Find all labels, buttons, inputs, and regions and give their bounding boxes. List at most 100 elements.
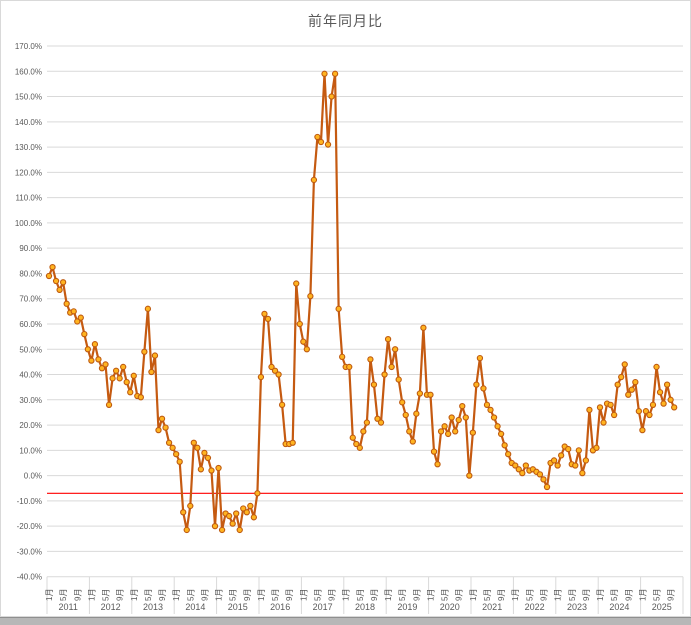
data-point-marker[interactable] <box>614 381 621 388</box>
data-point-marker[interactable] <box>271 367 279 374</box>
data-point-marker[interactable] <box>572 462 579 469</box>
data-point-marker[interactable] <box>275 371 282 378</box>
data-point-marker[interactable] <box>155 426 162 434</box>
data-point-marker[interactable] <box>254 490 261 497</box>
data-point-marker[interactable] <box>610 411 618 419</box>
data-point-marker[interactable] <box>632 378 639 386</box>
data-point-marker[interactable] <box>618 373 625 381</box>
data-point-marker[interactable] <box>505 450 512 458</box>
data-point-marker[interactable] <box>151 352 159 359</box>
data-point-marker[interactable] <box>264 315 272 323</box>
data-point-marker[interactable] <box>250 514 258 521</box>
data-point-marker[interactable] <box>321 70 328 77</box>
data-point-marker[interactable] <box>367 356 374 363</box>
data-point-marker[interactable] <box>579 469 586 477</box>
data-point-marker[interactable] <box>381 371 388 378</box>
data-point-marker[interactable] <box>105 401 113 409</box>
data-point-marker[interactable] <box>190 439 197 446</box>
data-point-marker[interactable] <box>102 361 109 368</box>
data-point-marker[interactable] <box>162 424 169 431</box>
data-point-marker[interactable] <box>363 419 371 426</box>
data-point-marker[interactable] <box>441 423 448 430</box>
chart-title[interactable]: 前年同月比 <box>308 13 383 29</box>
data-point-marker[interactable] <box>349 434 356 441</box>
data-point-marker[interactable] <box>233 510 240 517</box>
data-point-marker[interactable] <box>77 314 84 321</box>
data-point-marker[interactable] <box>515 466 522 473</box>
data-point-marker[interactable] <box>300 338 307 345</box>
data-point-marker[interactable] <box>158 415 166 422</box>
data-point-marker[interactable] <box>204 454 212 462</box>
data-point-marker[interactable] <box>558 452 565 459</box>
data-point-marker[interactable] <box>176 458 183 465</box>
data-point-marker[interactable] <box>370 381 378 388</box>
data-point-marker[interactable] <box>257 373 265 381</box>
data-point-marker[interactable] <box>314 133 321 141</box>
data-point-marker[interactable] <box>218 526 226 534</box>
data-point-marker[interactable] <box>278 401 286 409</box>
data-point-marker[interactable] <box>459 402 466 410</box>
data-point-marker[interactable] <box>480 385 487 392</box>
data-point-marker[interactable] <box>194 444 201 451</box>
data-point-marker[interactable] <box>490 414 498 421</box>
data-point-marker[interactable] <box>660 400 667 407</box>
data-point-marker[interactable] <box>120 363 127 371</box>
data-point-marker[interactable] <box>339 353 346 360</box>
data-point-marker[interactable] <box>247 502 254 510</box>
data-point-marker[interactable] <box>519 469 526 477</box>
data-point-marker[interactable] <box>565 445 572 453</box>
data-point-marker[interactable] <box>430 448 438 455</box>
data-point-marker[interactable] <box>522 462 529 469</box>
data-point-marker[interactable] <box>91 341 99 348</box>
data-point-marker[interactable] <box>268 363 275 371</box>
data-series-line[interactable] <box>47 72 676 532</box>
data-point-marker[interactable] <box>109 375 116 382</box>
data-point-marker[interactable] <box>173 450 180 458</box>
data-point-marker[interactable] <box>360 428 367 435</box>
data-point-marker[interactable] <box>49 263 56 271</box>
data-point-marker[interactable] <box>346 363 353 371</box>
data-point-marker[interactable] <box>296 320 303 328</box>
data-point-marker[interactable] <box>261 310 268 318</box>
data-point-marker[interactable] <box>473 381 480 388</box>
data-point-marker[interactable] <box>303 346 310 353</box>
data-point-marker[interactable] <box>455 416 462 424</box>
data-point-marker[interactable] <box>434 461 441 468</box>
data-point-marker[interactable] <box>444 430 452 438</box>
data-point-marker[interactable] <box>116 375 123 382</box>
data-point-marker[interactable] <box>130 372 137 379</box>
data-point-marker[interactable] <box>501 442 508 449</box>
data-point-marker[interactable] <box>59 279 67 286</box>
data-point-marker[interactable] <box>180 509 187 516</box>
data-point-marker[interactable] <box>663 381 671 388</box>
data-point-marker[interactable] <box>600 419 607 426</box>
data-point-marker[interactable] <box>127 389 134 396</box>
data-point-marker[interactable] <box>137 394 144 401</box>
data-point-marker[interactable] <box>388 363 395 371</box>
data-point-marker[interactable] <box>197 466 205 473</box>
data-point-marker[interactable] <box>406 428 413 435</box>
data-point-marker[interactable] <box>317 138 325 146</box>
data-point-marker[interactable] <box>328 93 335 100</box>
data-point-marker[interactable] <box>56 286 63 294</box>
data-point-marker[interactable] <box>95 356 102 363</box>
data-point-marker[interactable] <box>582 457 590 464</box>
data-point-marker[interactable] <box>607 401 614 409</box>
data-point-marker[interactable] <box>635 408 643 415</box>
data-point-marker[interactable] <box>596 404 604 411</box>
data-point-marker[interactable] <box>187 502 194 510</box>
data-point-marker[interactable] <box>427 391 434 398</box>
data-point-marker[interactable] <box>208 467 215 474</box>
data-point-marker[interactable] <box>512 462 519 469</box>
data-point-marker[interactable] <box>448 414 455 421</box>
data-point-marker[interactable] <box>183 526 190 534</box>
data-point-marker[interactable] <box>671 404 678 411</box>
data-point-marker[interactable] <box>399 399 406 406</box>
data-point-marker[interactable] <box>667 396 674 403</box>
data-point-marker[interactable] <box>211 523 219 530</box>
data-point-marker[interactable] <box>437 428 445 435</box>
data-point-marker[interactable] <box>353 440 360 448</box>
data-point-marker[interactable] <box>112 367 120 374</box>
data-point-marker[interactable] <box>148 368 155 376</box>
